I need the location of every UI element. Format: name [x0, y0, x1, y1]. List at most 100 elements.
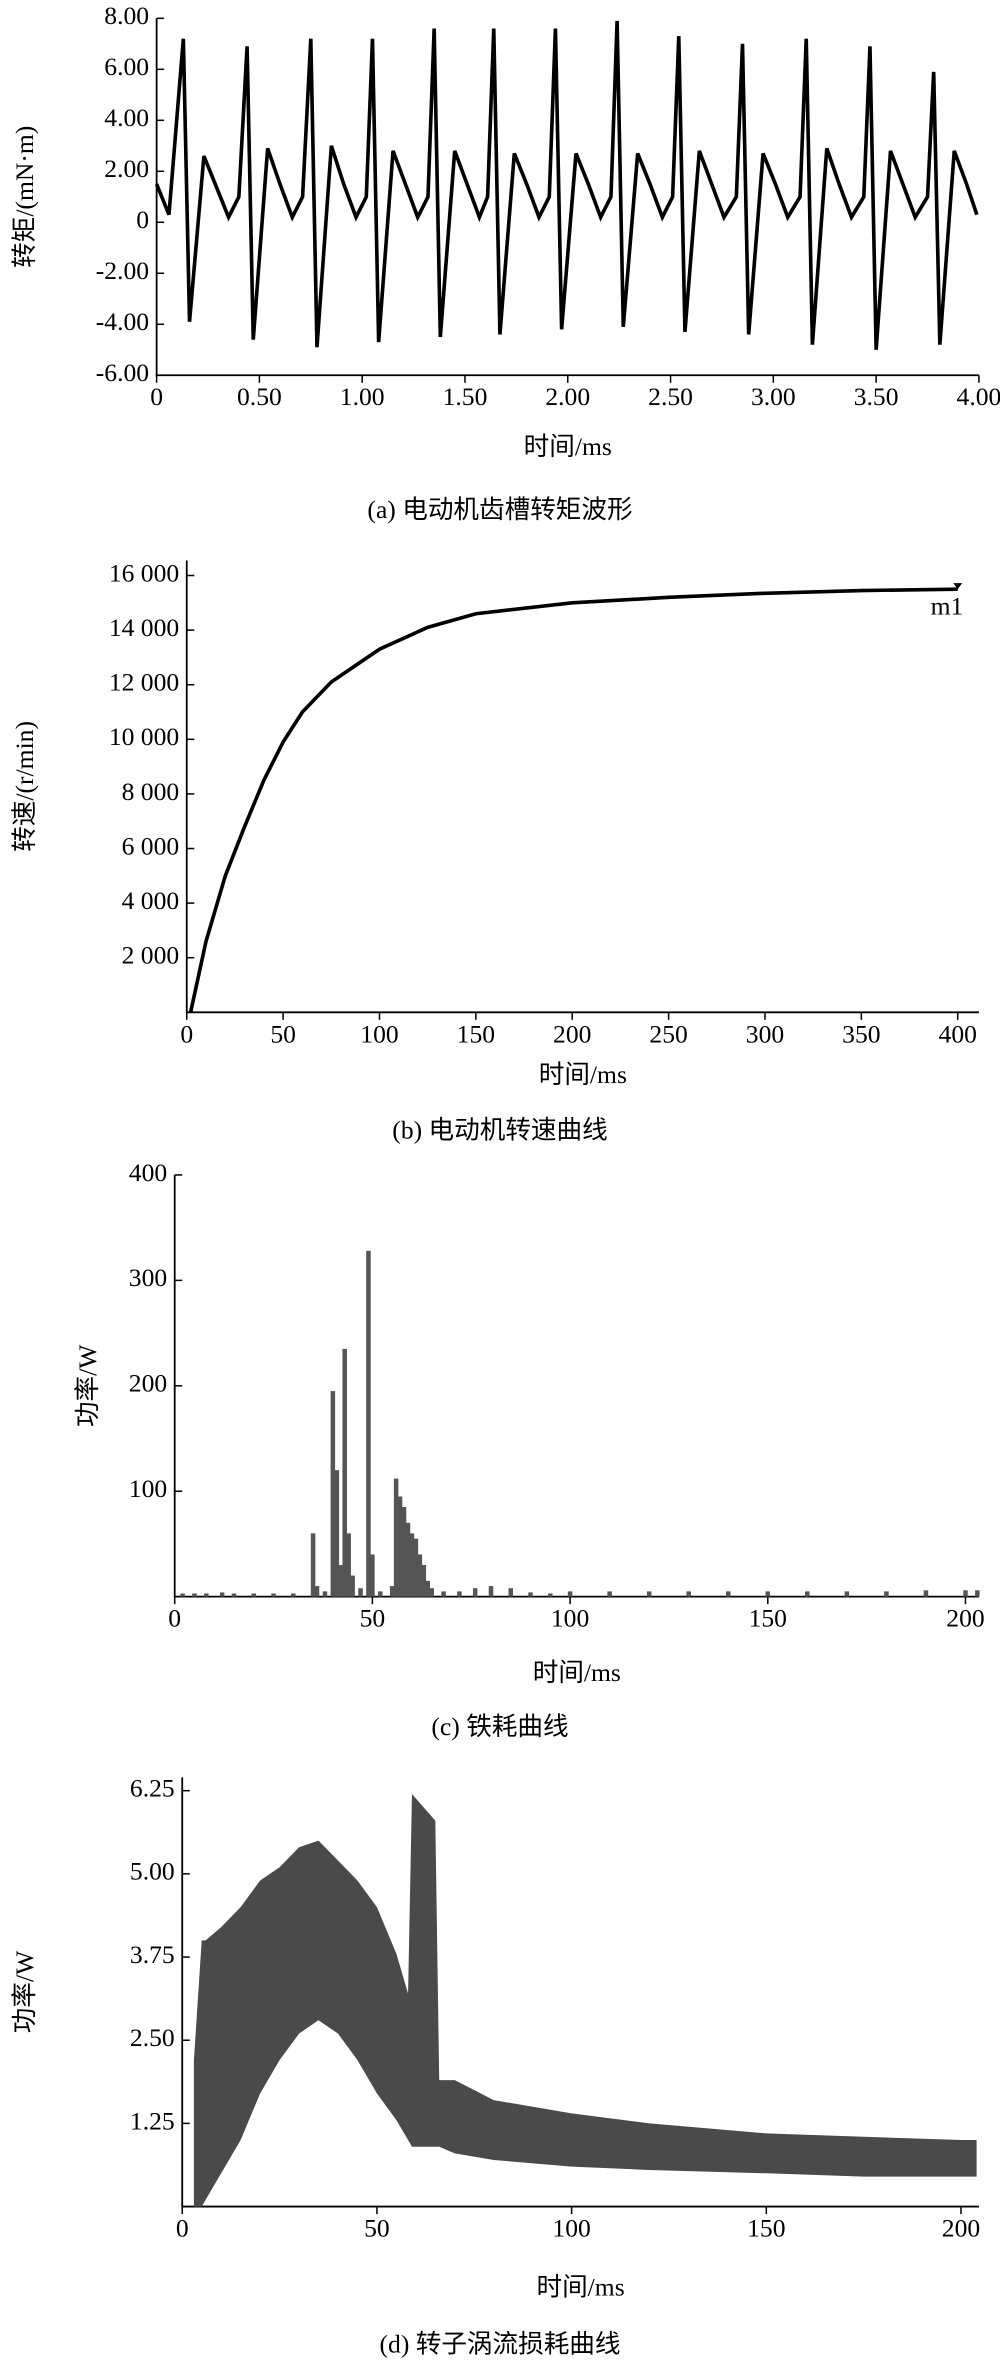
- bar: [805, 1591, 810, 1597]
- marker: [953, 583, 963, 590]
- x-tick-label: 1.50: [443, 382, 488, 411]
- bar: [219, 1592, 225, 1597]
- bar: [231, 1593, 237, 1597]
- y-tick-label: 100: [129, 1474, 167, 1503]
- x-tick-label: 50: [360, 1604, 386, 1633]
- y-axis-label: 功率/W: [73, 1344, 102, 1427]
- x-tick-label: 100: [551, 1604, 589, 1633]
- bar: [725, 1591, 731, 1597]
- x-axis-label: 时间/ms: [533, 1658, 621, 1687]
- bar: [429, 1588, 434, 1597]
- bar: [192, 1593, 197, 1597]
- x-tick-label: 150: [749, 1604, 787, 1633]
- y-tick-label: 14 000: [109, 613, 179, 642]
- y-tick-label: -2.00: [96, 256, 149, 285]
- y-tick-label: 2.50: [130, 2023, 175, 2052]
- bar: [686, 1591, 691, 1597]
- bar: [251, 1593, 257, 1597]
- bar: [409, 1533, 415, 1597]
- x-tick-label: 0.50: [237, 382, 282, 411]
- x-tick-label: 4.00: [957, 382, 1000, 411]
- x-tick-label: 0: [150, 382, 163, 411]
- bar: [457, 1591, 462, 1597]
- bar: [607, 1591, 612, 1597]
- bar: [397, 1496, 403, 1597]
- bar: [844, 1591, 850, 1597]
- y-tick-label: 400: [129, 1158, 167, 1187]
- bar: [488, 1586, 494, 1597]
- y-axis-label: 转速/(r/min): [10, 721, 39, 852]
- bar: [567, 1591, 573, 1597]
- x-tick-label: 100: [552, 2214, 590, 2243]
- axis-line: [155, 18, 979, 377]
- y-tick-label: 0: [136, 205, 149, 234]
- y-tick-label: 4.00: [104, 103, 149, 132]
- axis-line: [173, 1174, 979, 1598]
- bar: [472, 1588, 478, 1597]
- bar: [765, 1591, 771, 1597]
- x-tick-label: 200: [553, 1019, 591, 1048]
- x-tick-label: 50: [364, 2214, 390, 2243]
- x-axis-label: 时间/ms: [536, 2272, 624, 2301]
- x-tick-label: 50: [270, 1019, 296, 1048]
- x-tick-label: 2.50: [648, 382, 693, 411]
- x-tick-label: 2.00: [545, 382, 590, 411]
- x-tick-label: 350: [842, 1019, 880, 1048]
- bar: [441, 1591, 446, 1597]
- bar: [508, 1588, 514, 1597]
- bar: [923, 1590, 929, 1597]
- x-tick-label: 150: [457, 1019, 495, 1048]
- bar: [180, 1593, 185, 1597]
- bar: [378, 1591, 383, 1597]
- x-tick-label: 300: [746, 1019, 784, 1048]
- caption: (c) 铁耗曲线: [431, 1712, 568, 1741]
- y-tick-label: 2.00: [104, 154, 149, 183]
- axis-line: [185, 560, 979, 1014]
- bar: [366, 1250, 371, 1597]
- axis-line: [181, 1777, 979, 2208]
- bar: [963, 1590, 968, 1597]
- bar: [271, 1593, 276, 1597]
- bar: [548, 1593, 553, 1597]
- y-tick-label: 8 000: [122, 777, 180, 806]
- bar: [417, 1554, 423, 1597]
- bar: [338, 1565, 344, 1597]
- data-line: [188, 587, 958, 1013]
- x-tick-label: 0: [168, 1604, 181, 1633]
- bar: [528, 1592, 533, 1597]
- y-tick-label: 10 000: [109, 722, 179, 751]
- bar: [358, 1588, 363, 1597]
- x-tick-label: 3.00: [751, 382, 796, 411]
- caption: (a) 电动机齿槽转矩波形: [367, 495, 632, 524]
- bar: [350, 1575, 355, 1597]
- bar: [370, 1554, 375, 1597]
- x-tick-label: 200: [942, 2214, 980, 2243]
- y-tick-label: 300: [129, 1263, 167, 1292]
- y-tick-label: 200: [129, 1369, 167, 1398]
- bar: [291, 1593, 296, 1597]
- x-axis-label: 时间/ms: [539, 1060, 627, 1089]
- bar: [389, 1586, 395, 1597]
- area: [193, 1794, 977, 2207]
- y-tick-label: 3.75: [130, 1940, 175, 1969]
- caption: (d) 转子涡流损耗曲线: [380, 2330, 621, 2359]
- marker-label: m1: [931, 592, 964, 621]
- x-tick-label: 100: [360, 1019, 398, 1048]
- bar: [342, 1348, 347, 1597]
- x-tick-label: 1.00: [340, 382, 385, 411]
- bar: [421, 1565, 427, 1597]
- y-axis-label: 转矩/(mN·m): [10, 126, 39, 268]
- x-axis-label: 时间/ms: [524, 432, 612, 461]
- y-tick-label: 5.00: [130, 1857, 175, 1886]
- x-tick-label: 200: [946, 1604, 984, 1633]
- x-tick-label: 0: [180, 1019, 193, 1048]
- x-tick-label: 0: [176, 2214, 189, 2243]
- bar: [413, 1538, 419, 1597]
- bar: [405, 1522, 411, 1597]
- bar: [393, 1478, 399, 1597]
- y-tick-label: 6.00: [104, 52, 149, 81]
- bar: [975, 1590, 980, 1597]
- bar: [334, 1470, 340, 1597]
